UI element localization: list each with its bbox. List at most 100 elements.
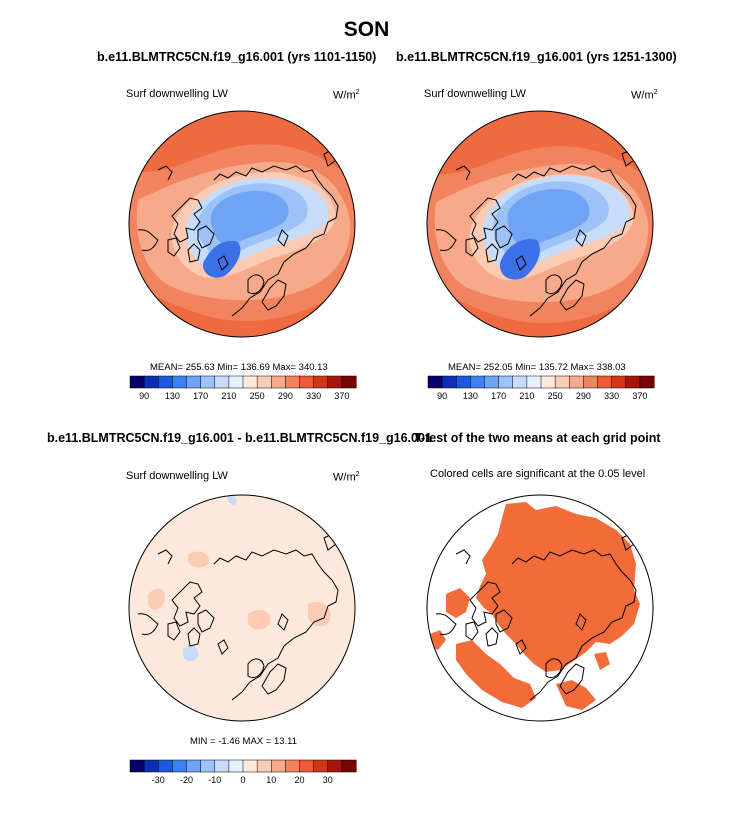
map-border xyxy=(426,494,654,722)
colorbar-3: -30 -20 -10 0 10 20 30 xyxy=(129,759,357,785)
colorbar-tick-label: -30 xyxy=(152,775,165,785)
colorbar-swatch xyxy=(186,759,202,773)
colorbar-swatch xyxy=(256,375,272,389)
colorbar-tick-label: 330 xyxy=(604,391,619,401)
colorbar-tick-label: 90 xyxy=(437,391,447,401)
colorbar-2: 90 130 170 210 250 290 330 370 xyxy=(427,375,655,401)
colorbar-swatch xyxy=(242,759,258,773)
colorbar-tick-label: 130 xyxy=(165,391,180,401)
field-colder-band xyxy=(507,188,590,247)
colorbar-tick-label: 30 xyxy=(323,775,333,785)
colorbar-swatch xyxy=(129,375,145,389)
colorbar-swatch xyxy=(569,375,584,389)
colorbar-tick-label: 10 xyxy=(266,775,276,785)
colorbar-swatch xyxy=(484,375,500,389)
colorbar-tick-label: 130 xyxy=(463,391,478,401)
polar-map-3 xyxy=(128,494,356,722)
field-significant-region xyxy=(430,630,446,650)
colorbar-swatch xyxy=(214,759,230,773)
polar-map-2 xyxy=(426,110,654,338)
colorbar-swatch xyxy=(200,375,216,389)
field-significant-region xyxy=(476,502,640,672)
colorbar-swatch xyxy=(242,375,258,389)
colorbar-swatch xyxy=(470,375,486,389)
field-coldest-core xyxy=(499,238,540,280)
colorbar-swatch xyxy=(597,375,613,389)
colorbar-swatch xyxy=(313,375,329,389)
map-border xyxy=(128,110,356,338)
polar-map-4 xyxy=(426,494,654,722)
panel-2-variable: Surf downwelling LW xyxy=(424,88,526,100)
coastlines xyxy=(435,533,637,701)
panel-1-title: b.e11.BLMTRC5CN.f19_g16.001 (yrs 1101-11… xyxy=(97,50,377,64)
panel-3-variable: Surf downwelling LW xyxy=(126,470,228,482)
colorbar-tick-label: 210 xyxy=(221,391,236,401)
panel-3-title: b.e11.BLMTRC5CN.f19_g16.001 - b.e11.BLMT… xyxy=(47,431,432,445)
field-land-warm xyxy=(146,214,167,250)
colorbar-tick-label: -10 xyxy=(208,775,221,785)
panel-4-title: T-test of the two means at each grid poi… xyxy=(414,431,661,445)
panel-1-variable: Surf downwelling LW xyxy=(126,88,228,100)
field-diff-warm-patch xyxy=(248,609,271,630)
field-diff-cool-patch xyxy=(227,495,237,506)
colorbar-swatch xyxy=(200,759,216,773)
field-significant-region xyxy=(594,652,610,670)
field-significant-region xyxy=(446,588,470,618)
map-border xyxy=(128,494,356,722)
colorbar-tick-label: 370 xyxy=(334,391,349,401)
colorbar-swatch xyxy=(583,375,599,389)
coastlines xyxy=(435,149,637,317)
panel-2-units: W/m2 xyxy=(631,89,658,102)
panel-1-stats: MEAN= 255.63 Min= 136.69 Max= 340.13 xyxy=(150,362,328,373)
colorbar-swatch xyxy=(172,375,188,389)
colorbar-swatch xyxy=(313,759,329,773)
colorbar-tick-label: 170 xyxy=(193,391,208,401)
colorbar-tick-label: 250 xyxy=(250,391,265,401)
colorbar-swatch xyxy=(186,375,202,389)
colorbar-swatch xyxy=(285,375,301,389)
colorbar-tick-label: -20 xyxy=(180,775,193,785)
colorbar-swatch xyxy=(143,375,159,389)
colorbar-swatch xyxy=(129,759,145,773)
colorbar-swatch xyxy=(526,375,542,389)
colorbar-swatch xyxy=(172,759,188,773)
colorbar-swatch xyxy=(327,375,343,389)
colorbar-swatch xyxy=(299,375,315,389)
panel-2-stats: MEAN= 252.05 Min= 135.72 Max= 338.03 xyxy=(448,362,626,373)
colorbar-tick-label: 20 xyxy=(294,775,304,785)
colorbar-swatch xyxy=(441,375,457,389)
colorbar-1: 90 130 170 210 250 290 330 370 xyxy=(129,375,357,401)
colorbar-swatch xyxy=(271,375,286,389)
colorbar-swatch xyxy=(554,375,570,389)
colorbar-swatch xyxy=(341,759,357,773)
panel-3-units: W/m2 xyxy=(333,471,360,484)
colorbar-tick-label: 370 xyxy=(632,391,647,401)
colorbar-tick-label: 170 xyxy=(491,391,506,401)
colorbar-tick-label: 290 xyxy=(278,391,293,401)
colorbar-swatch xyxy=(158,759,173,773)
colorbar-swatch xyxy=(540,375,556,389)
colorbar-swatch xyxy=(228,375,244,389)
colorbar-swatch xyxy=(143,759,159,773)
colorbar-swatch xyxy=(214,375,230,389)
field-diff-cool-patch xyxy=(183,645,199,662)
coastlines xyxy=(137,533,339,701)
colorbar-tick-label: 290 xyxy=(576,391,591,401)
field-significant-region xyxy=(556,680,596,710)
colorbar-swatch xyxy=(228,759,244,773)
field-diff-warm-patch xyxy=(188,551,209,568)
polar-map-1 xyxy=(128,110,356,338)
panel-1-units: W/m2 xyxy=(333,89,360,102)
colorbar-tick-label: 0 xyxy=(240,775,245,785)
colorbar-swatch xyxy=(299,759,315,773)
colorbar-tick-label: 90 xyxy=(139,391,149,401)
colorbar-swatch xyxy=(456,375,471,389)
field-diff-warm-patch xyxy=(308,601,331,627)
field-diff-warm-patch xyxy=(148,588,165,610)
colorbar-tick-label: 250 xyxy=(548,391,563,401)
field-colder-band xyxy=(210,190,289,245)
colorbar-swatch xyxy=(611,375,627,389)
panel-4-note: Colored cells are significant at the 0.0… xyxy=(430,468,646,480)
colorbar-swatch xyxy=(158,375,173,389)
field-significant-region xyxy=(456,640,536,708)
